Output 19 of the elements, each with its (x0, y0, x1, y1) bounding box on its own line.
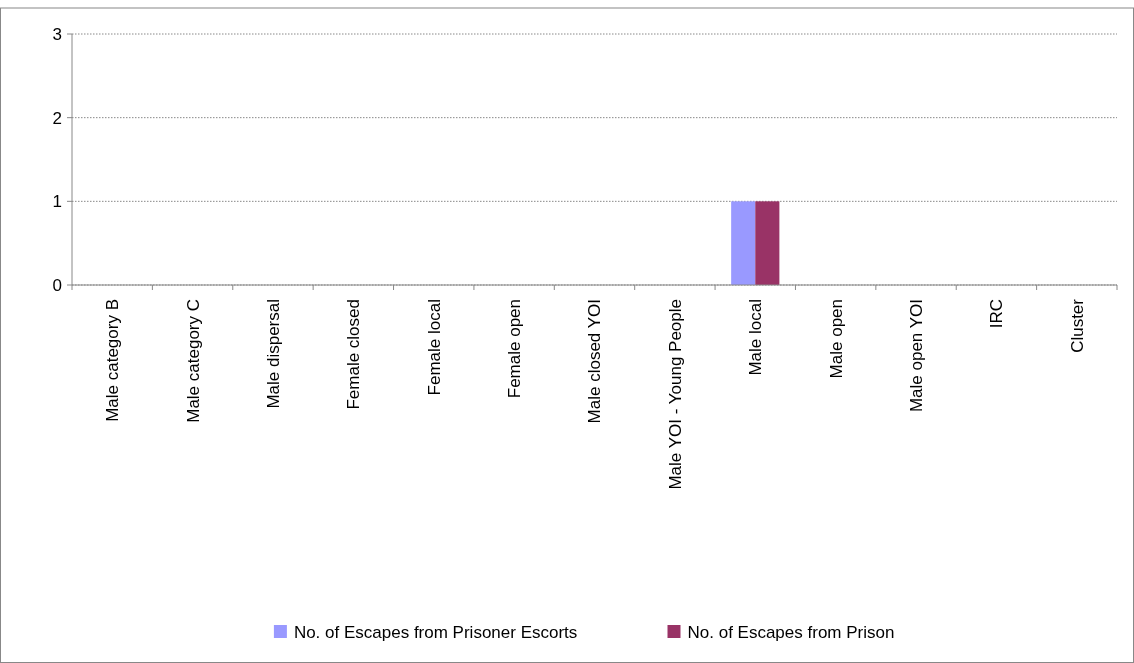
x-tick-label: Male closed YOI (585, 299, 605, 424)
x-tick-label: Cluster (1067, 298, 1087, 353)
x-tick-label: Male category C (183, 299, 203, 423)
x-tick-label: Female open (505, 299, 525, 399)
legend-label: No. of Escapes from Prisoner Escorts (293, 622, 578, 642)
y-tick-label: 3 (52, 24, 62, 44)
x-tick-label: Male local (746, 299, 766, 376)
legend-label: No. of Escapes from Prison (687, 622, 895, 642)
x-tick-label: Male open (826, 299, 846, 379)
x-tick-label: Female local (424, 299, 444, 396)
x-tick-label: IRC (987, 299, 1007, 329)
x-tick-label: Male YOI - Young People (665, 299, 685, 490)
y-tick-label: 2 (52, 108, 62, 128)
x-tick-label: Female closed (344, 299, 364, 410)
x-tick-label: Male open YOI (906, 299, 926, 413)
x-tick-label: Male dispersal (263, 299, 283, 409)
y-tick-label: 1 (52, 192, 62, 212)
y-tick-label: 0 (52, 275, 62, 295)
x-tick-label: Male category B (103, 299, 123, 422)
